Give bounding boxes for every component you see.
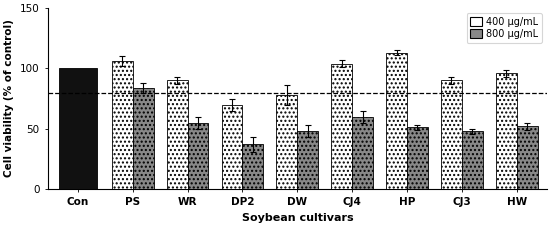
Bar	[133, 88, 154, 189]
Bar	[496, 73, 517, 189]
Bar	[277, 95, 298, 189]
Bar	[298, 131, 318, 189]
Bar	[441, 81, 462, 189]
Y-axis label: Cell viability (% of control): Cell viability (% of control)	[4, 20, 14, 178]
Bar	[242, 144, 263, 189]
Bar	[331, 64, 352, 189]
Bar	[222, 105, 242, 189]
Bar	[112, 61, 133, 189]
Bar	[407, 128, 428, 189]
Bar	[462, 131, 483, 189]
Bar	[517, 126, 538, 189]
Bar	[386, 53, 407, 189]
Bar	[352, 117, 373, 189]
Legend: 400 μg/mL, 800 μg/mL: 400 μg/mL, 800 μg/mL	[467, 13, 542, 43]
Bar	[167, 81, 188, 189]
Bar	[188, 123, 208, 189]
X-axis label: Soybean cultivars: Soybean cultivars	[241, 213, 353, 223]
Bar	[59, 68, 97, 189]
